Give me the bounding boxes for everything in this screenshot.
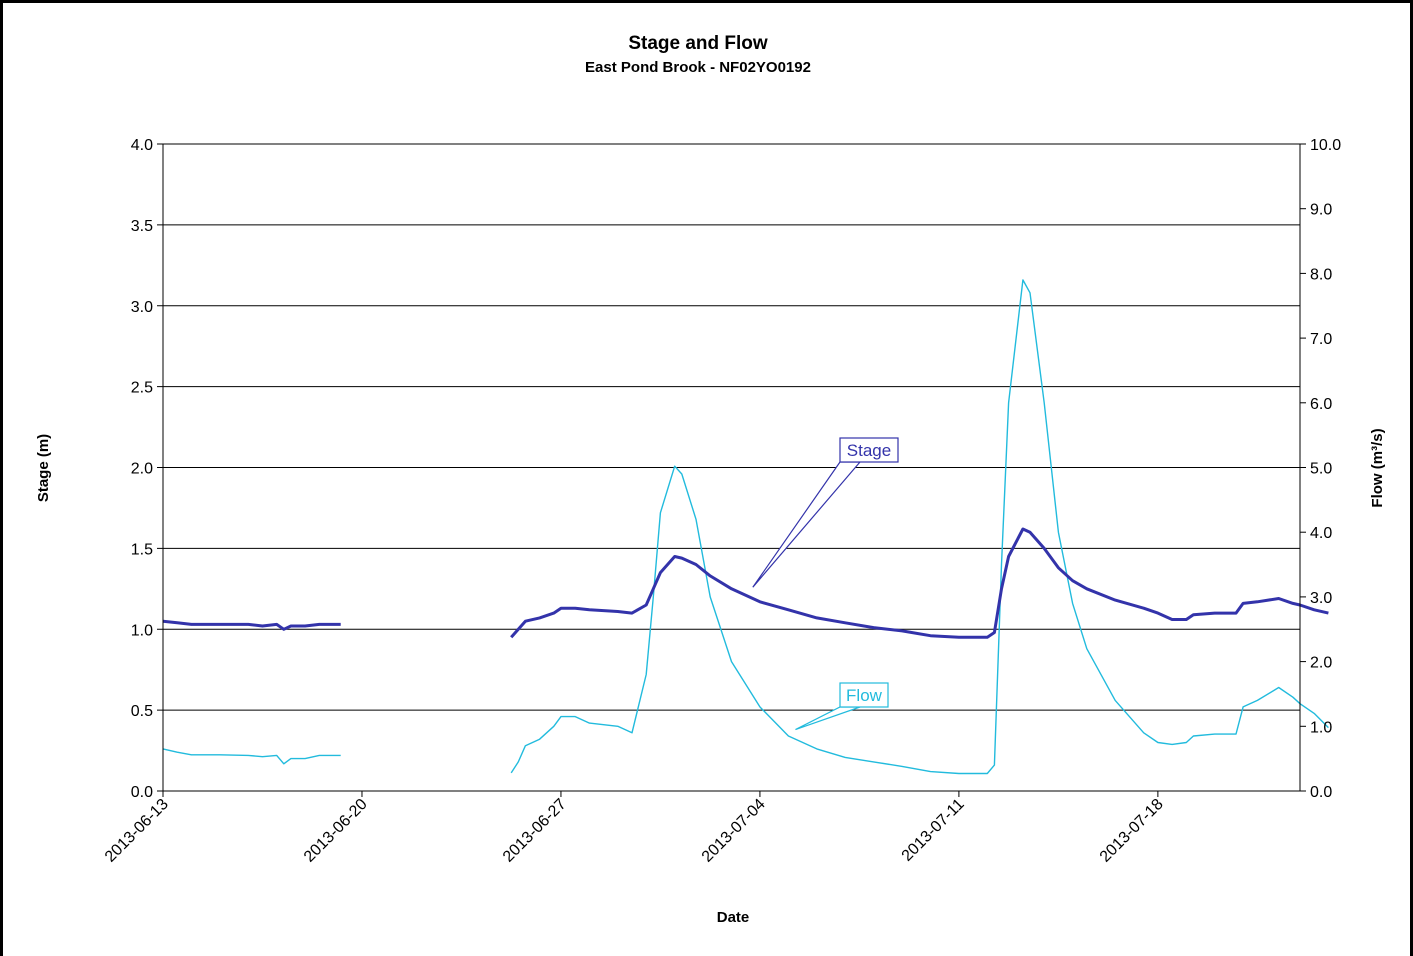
x-tick-label: 2013-07-18 (1097, 796, 1167, 866)
flow-callout-label: Flow (846, 686, 883, 705)
callouts: Stage Flow (752, 437, 899, 731)
y-left-tick-label: 0.5 (131, 703, 153, 720)
y-left-tick-label: 2.0 (131, 461, 153, 478)
y-right-tick-label: 5.0 (1310, 461, 1332, 478)
y-axis-left-label: Stage (m) (35, 434, 52, 502)
y-left-tick-label: 3.5 (131, 218, 153, 235)
y-right-tick-label: 3.0 (1310, 590, 1332, 607)
x-tick-label: 2013-06-13 (102, 796, 172, 866)
stage-callout-box (839, 437, 899, 463)
y-left-tick-label: 1.0 (131, 622, 153, 639)
y-right-tick-label: 0.0 (1310, 784, 1332, 801)
chart-subtitle: East Pond Brook - NF02YO0192 (585, 59, 811, 76)
y-right-tick-label: 2.0 (1310, 655, 1332, 672)
y-right-tick-label: 7.0 (1310, 331, 1332, 348)
flow-series-line (162, 748, 341, 765)
x-tick-label: 2013-07-04 (699, 796, 769, 866)
y-right-tick-label: 10.0 (1310, 137, 1341, 154)
x-axis: 2013-06-13 2013-06-20 2013-06-27 2013-07-04… (102, 791, 1167, 866)
y-axis-left: 0.0 0.5 1.0 1.5 2.0 2.5 3.0 3.5 4.0 (131, 137, 163, 801)
gridlines (163, 143, 1300, 792)
x-tick-label: 2013-06-27 (500, 796, 570, 866)
x-tick-label: 2013-06-20 (301, 796, 371, 866)
x-axis-label: Date (717, 909, 750, 926)
y-right-tick-label: 4.0 (1310, 525, 1332, 542)
y-left-tick-label: 4.0 (131, 137, 153, 154)
flow-callout-box (839, 682, 889, 708)
stage-callout-label: Stage (847, 441, 891, 460)
series-layer (162, 279, 1329, 775)
y-left-tick-label: 1.5 (131, 541, 153, 558)
chart-title: Stage and Flow (628, 33, 768, 54)
stage-series-line (510, 527, 1329, 639)
y-left-tick-label: 2.5 (131, 380, 153, 397)
y-right-tick-label: 1.0 (1310, 719, 1332, 736)
y-left-tick-label: 3.0 (131, 299, 153, 316)
stage-series-line (162, 619, 341, 631)
y-right-tick-label: 6.0 (1310, 396, 1332, 413)
y-right-tick-label: 8.0 (1310, 266, 1332, 283)
y-axis-right-label: Flow (m³/s) (1369, 428, 1386, 507)
flow-series-line (510, 279, 1329, 775)
y-left-tick-label: 0.0 (131, 784, 153, 801)
x-tick-label: 2013-07-11 (899, 796, 968, 865)
stage-callout-pointer (752, 461, 862, 588)
y-right-tick-label: 9.0 (1310, 202, 1332, 219)
y-axis-right: 0.0 1.0 2.0 3.0 4.0 5.0 6.0 7.0 8.0 9.0 10.0 (1300, 137, 1341, 801)
